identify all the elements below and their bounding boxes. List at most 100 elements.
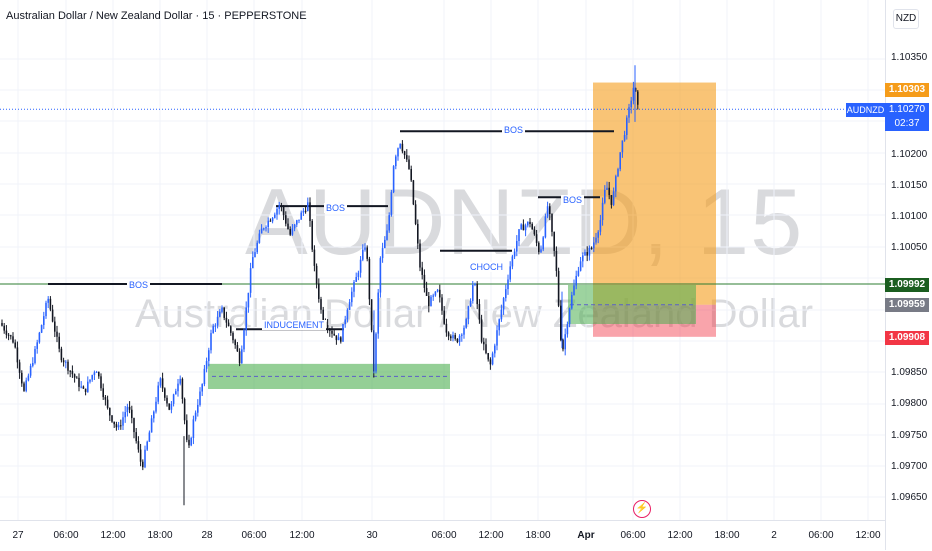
candle-body [293,224,296,229]
candle-body [106,399,109,408]
candle-body [227,322,230,327]
candle-body [403,151,406,156]
candle-body [131,409,133,419]
candle-body [483,341,485,345]
candle-body [485,344,487,354]
chart-area[interactable]: AUDNZD, 15 Australian Dollar / New Zeala… [0,0,885,520]
bos-label-1[interactable]: BOS [127,280,151,290]
candle-body [553,231,555,251]
candle-body [241,349,243,364]
candle-body [267,220,269,228]
candle-body [18,362,21,373]
candle-body [357,272,360,277]
candle-body [615,176,617,192]
candle-body [16,347,19,363]
level-price-badge[interactable]: 1.09992 [885,278,929,292]
candle-body [5,330,8,335]
lightning-icon[interactable]: ⚡ [633,500,651,518]
target-zone [593,82,716,305]
candle-body [390,192,393,216]
candle-body [447,332,450,337]
candle-body [604,189,606,203]
price-tick: 1.09650 [891,492,928,503]
candle-body [491,353,494,365]
candle-body [150,418,153,433]
candle-body [109,407,111,416]
candle-body [329,329,331,331]
candle-body [1,323,3,326]
candle-body [632,87,635,101]
candle-body [370,299,373,331]
candle-body [181,378,184,399]
candle-body [58,336,60,349]
candle-body [256,242,258,253]
inducement-label[interactable]: INDUCEMENT [262,320,326,330]
candle-body [630,100,632,108]
candle-body [401,143,404,152]
candle-body [414,204,417,224]
symbol-badge: AUDNZD [846,103,885,117]
time-tick: 27 [12,530,24,541]
candle-body [102,388,104,398]
candle-body [608,187,610,196]
currency-button[interactable]: NZD [893,9,919,29]
time-axis[interactable] [0,520,885,551]
candle-body [612,191,615,205]
candle-body [507,279,509,290]
candle-body [51,309,54,322]
candle-body [579,261,582,271]
candle-body [161,378,164,389]
candle-body [258,233,261,243]
candle-body [557,270,560,306]
time-tick: 12:00 [478,530,504,541]
choch-label[interactable]: CHOCH [468,262,505,272]
candle-body [452,335,454,339]
candle-body [80,386,82,388]
candle-body [498,319,500,331]
candle-body [208,350,210,362]
candle-body [458,335,461,343]
candle-body [62,360,65,363]
candle-body [359,259,362,273]
candle-body [555,250,558,271]
bos-label-3[interactable]: BOS [502,125,526,135]
stop-price-badge[interactable]: 1.09908 [885,331,929,345]
candle-body [40,325,43,333]
price-chart[interactable] [0,0,885,520]
candle-body [82,386,85,389]
candle-body [78,377,80,387]
candle-body [280,205,283,207]
candle-body [606,187,608,190]
candle-body [441,297,443,311]
candle-body [476,283,478,305]
candle-body [192,419,195,439]
candle-body [397,148,399,157]
time-tick: Apr [577,530,595,541]
candle-body [124,412,126,418]
candle-body [100,376,102,389]
bos-label-4[interactable]: BOS [561,195,585,205]
candle-body [516,241,518,252]
candle-body [285,215,287,224]
time-tick: 18:00 [714,530,740,541]
current-price-badge[interactable]: 1.10270 02:37 [885,103,929,131]
bos-label-2[interactable]: BOS [324,203,348,213]
candle-body [423,274,426,288]
price-tick: 1.09750 [891,430,928,441]
candle-body [425,287,428,296]
candle-body [243,330,245,350]
candle-body [126,406,129,413]
candle-body [157,385,159,402]
entry-price-badge[interactable]: 1.09959 [885,298,929,312]
candle-body [304,210,307,212]
time-tick: 18:00 [147,530,173,541]
candle-body [487,353,489,360]
candle-body [549,206,551,215]
candle-body [201,384,203,392]
candle-body [524,225,527,231]
candle-body [351,291,353,303]
candle-body [128,406,131,410]
target-price-badge[interactable]: 1.10303 [885,83,929,97]
candle-body [388,215,390,231]
candle-body [311,221,313,250]
